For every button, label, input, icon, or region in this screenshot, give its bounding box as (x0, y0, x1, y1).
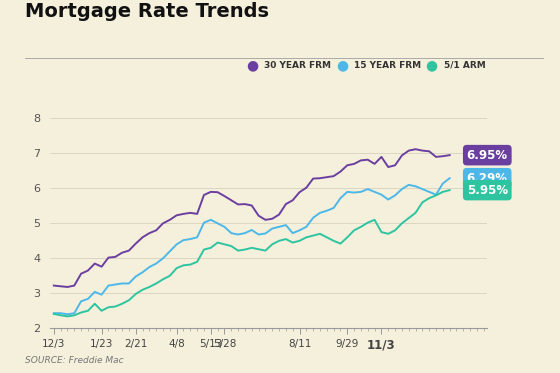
Text: ●: ● (426, 58, 438, 72)
Text: SOURCE: Freddie Mac: SOURCE: Freddie Mac (25, 356, 124, 365)
Text: ●: ● (246, 58, 259, 72)
Text: 6.95%: 6.95% (466, 149, 508, 162)
Text: 5/1 ARM: 5/1 ARM (444, 61, 486, 70)
Text: 6.29%: 6.29% (466, 172, 508, 185)
Text: Mortgage Rate Trends: Mortgage Rate Trends (25, 2, 269, 21)
Text: ●: ● (336, 58, 348, 72)
Text: 30 YEAR FRM: 30 YEAR FRM (264, 61, 332, 70)
Text: 15 YEAR FRM: 15 YEAR FRM (354, 61, 421, 70)
Text: 5.95%: 5.95% (466, 184, 508, 197)
